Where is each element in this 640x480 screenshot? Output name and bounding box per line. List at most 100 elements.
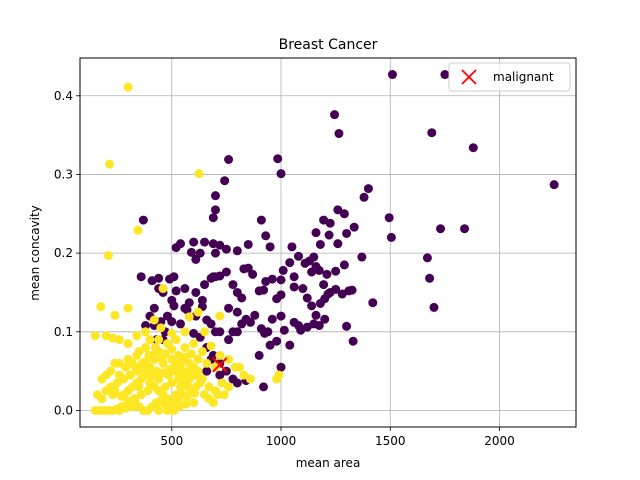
data-point-series-0 bbox=[248, 269, 258, 279]
data-point-series-0 bbox=[307, 301, 317, 311]
data-point-series-1 bbox=[157, 354, 167, 364]
malignant-marker-stroke bbox=[212, 357, 228, 373]
data-point-series-0 bbox=[468, 143, 478, 153]
data-point-series-0 bbox=[197, 295, 207, 305]
data-point-series-0 bbox=[243, 263, 253, 273]
y-tick-label: 0.3 bbox=[54, 167, 73, 181]
data-point-series-0 bbox=[314, 265, 324, 275]
data-point-series-1 bbox=[150, 343, 160, 353]
data-point-series-1 bbox=[245, 374, 255, 384]
data-point-series-0 bbox=[228, 327, 238, 337]
data-point-series-1 bbox=[154, 405, 164, 415]
data-point-series-1 bbox=[195, 378, 205, 388]
data-point-series-0 bbox=[272, 336, 282, 346]
data-point-series-0 bbox=[339, 260, 349, 270]
data-point-series-1 bbox=[104, 159, 114, 169]
data-point-series-1 bbox=[136, 390, 146, 400]
data-point-series-1 bbox=[189, 339, 199, 349]
data-point-series-1 bbox=[189, 398, 199, 408]
x-tick-label: 500 bbox=[160, 434, 183, 448]
data-point-series-1 bbox=[167, 378, 177, 388]
data-point-series-0 bbox=[359, 192, 369, 202]
data-point-series-1 bbox=[224, 382, 234, 392]
data-point-series-0 bbox=[307, 267, 317, 277]
data-point-series-1 bbox=[163, 370, 173, 380]
data-point-series-1 bbox=[190, 388, 200, 398]
data-point-series-0 bbox=[294, 251, 304, 261]
data-point-series-0 bbox=[267, 314, 277, 324]
data-point-series-0 bbox=[368, 298, 378, 308]
data-point-series-1 bbox=[110, 310, 120, 320]
x-axis-label: mean area bbox=[296, 456, 361, 470]
data-point-series-0 bbox=[200, 280, 210, 290]
data-point-series-1 bbox=[97, 394, 107, 404]
data-point-series-0 bbox=[210, 272, 220, 282]
y-tick-label: 0.1 bbox=[54, 325, 73, 339]
data-point-series-0 bbox=[285, 258, 295, 268]
data-point-series-0 bbox=[323, 289, 333, 299]
data-point-series-0 bbox=[285, 340, 295, 350]
data-point-series-0 bbox=[167, 295, 177, 305]
data-point-series-0 bbox=[324, 230, 334, 240]
data-point-series-0 bbox=[549, 180, 559, 190]
data-point-series-0 bbox=[436, 224, 446, 234]
y-tick-label: 0.2 bbox=[54, 246, 73, 260]
data-point-series-0 bbox=[195, 248, 205, 258]
scatter-points bbox=[90, 70, 559, 415]
chart-title: Breast Cancer bbox=[279, 37, 378, 53]
data-point-series-1 bbox=[114, 405, 124, 415]
data-point-series-0 bbox=[210, 191, 220, 201]
data-point-series-1 bbox=[127, 402, 137, 412]
data-point-series-0 bbox=[333, 205, 343, 215]
data-point-series-0 bbox=[349, 222, 359, 232]
data-point-series-0 bbox=[220, 176, 230, 186]
data-point-series-1 bbox=[208, 398, 218, 408]
data-point-series-0 bbox=[237, 293, 247, 303]
data-point-series-1 bbox=[200, 327, 210, 337]
data-point-series-0 bbox=[387, 70, 397, 80]
data-point-series-0 bbox=[276, 290, 286, 300]
data-point-series-1 bbox=[132, 331, 142, 341]
data-point-series-1 bbox=[217, 378, 227, 388]
data-point-series-1 bbox=[180, 327, 190, 337]
data-point-series-0 bbox=[289, 272, 299, 282]
data-point-series-0 bbox=[215, 240, 225, 250]
data-point-series-1 bbox=[215, 350, 225, 360]
data-point-series-1 bbox=[181, 399, 191, 409]
data-point-series-0 bbox=[330, 110, 340, 120]
data-point-series-1 bbox=[145, 335, 155, 345]
data-point-series-1 bbox=[194, 169, 204, 179]
data-point-series-0 bbox=[250, 310, 260, 320]
data-point-series-1 bbox=[160, 382, 170, 392]
data-point-series-1 bbox=[125, 370, 135, 380]
data-point-series-1 bbox=[224, 354, 234, 364]
data-point-series-1 bbox=[145, 362, 155, 372]
data-point-series-0 bbox=[279, 325, 289, 335]
data-point-series-1 bbox=[193, 307, 203, 317]
data-point-series-0 bbox=[180, 303, 190, 313]
data-point-series-0 bbox=[440, 70, 450, 80]
data-point-series-0 bbox=[322, 269, 332, 279]
data-point-series-0 bbox=[191, 254, 201, 264]
data-point-series-0 bbox=[186, 247, 196, 257]
data-point-series-0 bbox=[276, 362, 286, 372]
data-point-series-1 bbox=[141, 327, 151, 337]
data-point-series-0 bbox=[259, 285, 269, 295]
data-point-series-1 bbox=[103, 250, 113, 260]
data-point-series-0 bbox=[334, 129, 344, 139]
data-point-series-0 bbox=[348, 336, 358, 346]
data-point-series-0 bbox=[224, 303, 234, 313]
grid-lines bbox=[80, 58, 576, 427]
marker-layer bbox=[212, 357, 228, 373]
data-point-series-1 bbox=[193, 366, 203, 376]
data-point-series-1 bbox=[114, 370, 124, 380]
data-point-series-1 bbox=[123, 303, 133, 313]
x-tick-label: 1500 bbox=[375, 434, 406, 448]
data-point-series-0 bbox=[276, 275, 286, 285]
data-point-series-1 bbox=[134, 382, 144, 392]
data-point-series-0 bbox=[296, 325, 306, 335]
data-point-series-0 bbox=[429, 302, 439, 312]
data-point-series-0 bbox=[243, 239, 253, 249]
data-point-series-0 bbox=[422, 253, 432, 263]
